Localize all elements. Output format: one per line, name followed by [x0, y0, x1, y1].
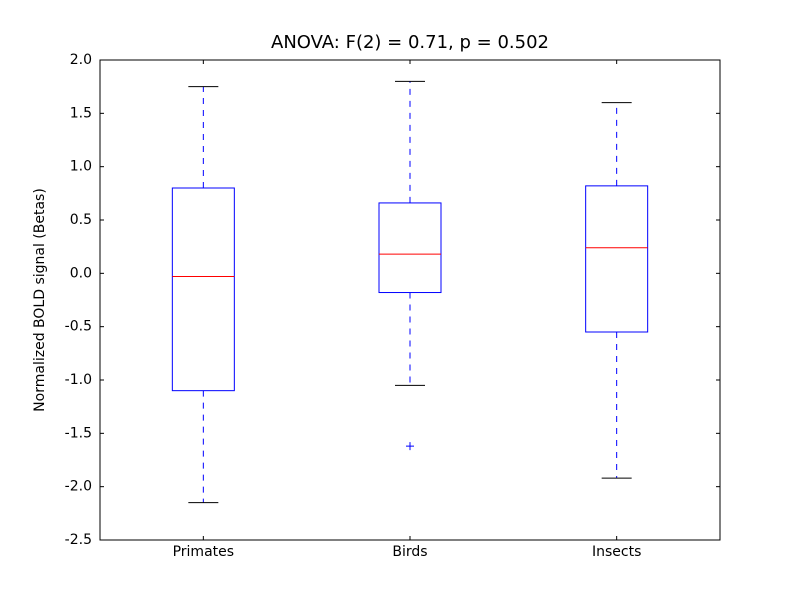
y-axis-label: Normalized BOLD signal (Betas): [32, 188, 48, 412]
plot-frame: [99, 59, 721, 541]
x-tick-label: Primates: [173, 544, 234, 560]
box: [171, 187, 235, 392]
chart-title: ANOVA: F(2) = 0.71, p = 0.502: [271, 32, 549, 53]
y-tick-label: -2.5: [65, 532, 92, 548]
box: [585, 185, 649, 333]
y-tick-label: 2.0: [70, 52, 92, 68]
y-tick-label: -0.5: [65, 319, 92, 335]
flier: [406, 442, 414, 451]
y-tick-label: -2.0: [65, 479, 92, 495]
y-tick-label: 0.0: [70, 265, 92, 281]
y-tick-label: -1.0: [65, 372, 92, 388]
y-tick-label: 0.5: [70, 212, 92, 228]
x-tick-label: Insects: [592, 544, 641, 560]
box: [378, 202, 442, 294]
y-tick-label: 1.5: [70, 105, 92, 121]
x-tick-label: Birds: [392, 544, 427, 560]
y-tick-label: -1.5: [65, 425, 92, 441]
y-tick-label: 1.0: [70, 159, 92, 175]
